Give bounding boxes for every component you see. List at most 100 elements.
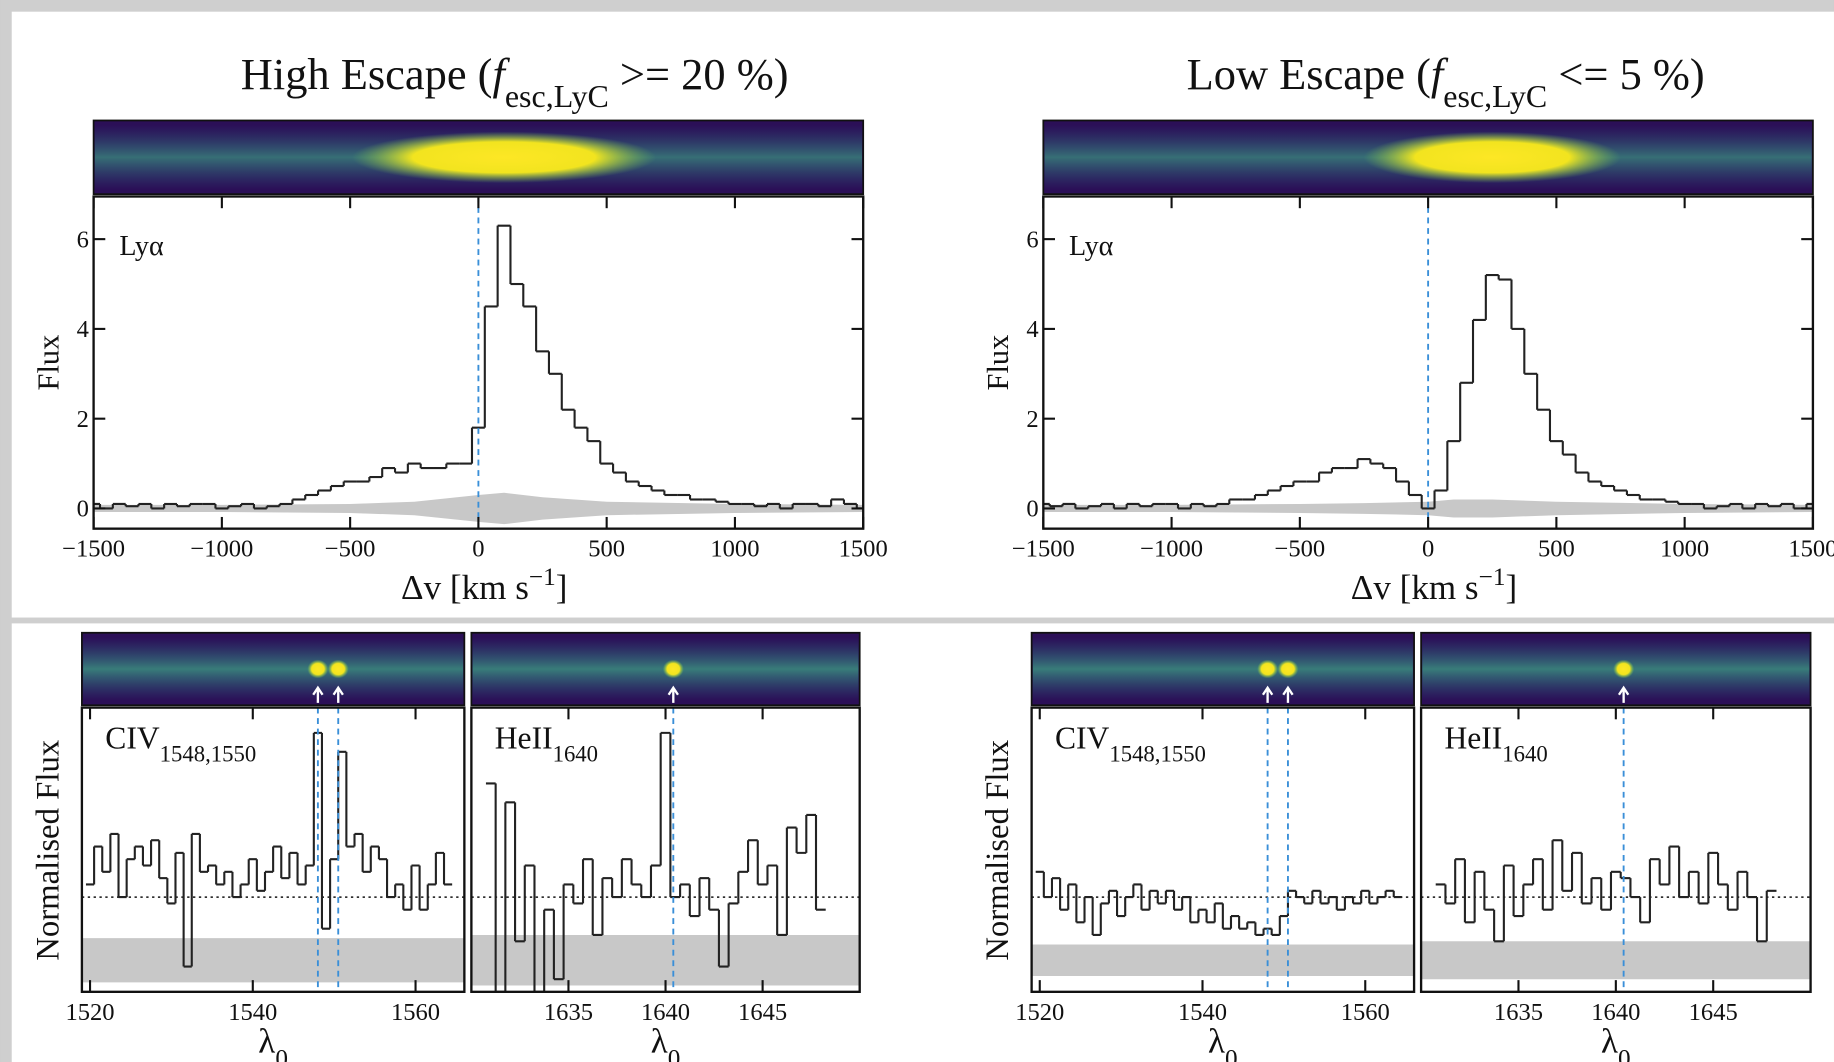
text-part: ] — [1505, 568, 1517, 607]
step-risers — [494, 732, 818, 992]
error-band — [1421, 941, 1811, 980]
text-part: HeII — [495, 721, 553, 756]
x-tick-label: 500 — [1538, 536, 1575, 563]
x-tick-label: −1500 — [1012, 536, 1075, 563]
text-part: −1 — [529, 563, 556, 591]
error-band — [1031, 944, 1415, 977]
rich-text: Δv [km s−1] — [401, 563, 567, 607]
text-part: esc,LyC — [505, 78, 609, 114]
text-part: 0 — [1618, 1045, 1631, 1062]
y-tick-label: 2 — [1026, 406, 1038, 433]
x-tick-label: 1560 — [391, 999, 440, 1026]
text-part: 0 — [668, 1045, 681, 1062]
plot-area — [471, 707, 860, 992]
rich-text: Flux — [32, 335, 66, 391]
line-arrow — [1617, 685, 1630, 703]
y-tick-label: 0 — [1026, 496, 1038, 523]
x-tick-label: 0 — [472, 536, 484, 563]
plot-frame — [1030, 706, 1416, 993]
plot-area — [93, 196, 864, 529]
text-part: λ — [651, 1022, 668, 1061]
plot-area — [81, 707, 465, 992]
rich-text: CIV1548,1550 — [105, 721, 256, 767]
line-arrow — [332, 685, 344, 703]
line-arrow — [1282, 685, 1294, 703]
plot-area — [1043, 196, 1813, 529]
text-part: λ — [1208, 1022, 1225, 1061]
x-tick-label: 1540 — [1178, 999, 1227, 1026]
text-part: λ — [258, 1022, 275, 1061]
rich-text: Lyα — [1069, 231, 1114, 262]
x-tick-label: 1640 — [641, 999, 690, 1026]
plot-area — [1421, 707, 1811, 992]
rich-text: High Escape (fesc,LyC >= 20 %) — [241, 49, 789, 114]
text-part: λ — [1601, 1022, 1618, 1061]
rich-text: HeII1640 — [495, 721, 598, 767]
strip-trace — [83, 637, 464, 701]
error-band — [81, 938, 465, 983]
x-tick-label: 500 — [588, 536, 625, 563]
text-part: 1548,1550 — [1109, 741, 1206, 766]
x-tick-label: 1560 — [1341, 999, 1390, 1026]
text-part: esc,LyC — [1443, 78, 1547, 114]
text-part: 0 — [1225, 1045, 1238, 1062]
rich-text: Low Escape (fesc,LyC <= 5 %) — [1187, 49, 1705, 114]
rich-text: HeII1640 — [1444, 721, 1547, 767]
x-tick-label: −1500 — [62, 536, 125, 563]
x-tick-label: 1500 — [1788, 536, 1834, 563]
x-tick-label: 1000 — [1660, 536, 1709, 563]
text-part: <= 5 %) — [1547, 49, 1704, 99]
rich-text: Normalised Flux — [980, 740, 1016, 961]
text-part: ] — [556, 568, 568, 607]
strip-spot — [307, 659, 329, 679]
rich-text: λ0 — [258, 1022, 288, 1062]
strip-trace — [1032, 637, 1413, 701]
top-sheet — [11, 11, 1834, 618]
text-part: 1548,1550 — [160, 741, 257, 766]
text-part: CIV — [105, 721, 160, 756]
line-arrow — [667, 685, 679, 703]
y-tick-label: 2 — [77, 406, 89, 433]
step-risers — [1444, 840, 1768, 942]
line-arrow — [1261, 685, 1274, 703]
x-tick-label: 1645 — [738, 999, 787, 1026]
x-tick-label: 1645 — [1689, 999, 1738, 1026]
x-tick-label: 1635 — [1494, 999, 1543, 1026]
strip-spot — [1257, 659, 1279, 679]
strip-emission — [352, 131, 657, 184]
error-band — [471, 934, 860, 986]
strip-spot — [1277, 659, 1299, 679]
x-tick-label: 1520 — [65, 999, 114, 1026]
x-tick-label: 1520 — [1015, 999, 1064, 1026]
rich-text: λ0 — [651, 1022, 681, 1062]
text-part: −1 — [1479, 563, 1506, 591]
y-tick-label: 4 — [1026, 316, 1038, 343]
x-tick-label: −1000 — [190, 536, 253, 563]
strip-emission — [1363, 131, 1621, 184]
strip-spot — [662, 659, 684, 679]
x-tick-label: −1000 — [1140, 536, 1203, 563]
text-part: >= 20 %) — [609, 49, 789, 99]
step-risers — [1042, 871, 1395, 935]
error-band — [93, 492, 864, 525]
strip-spot — [327, 659, 349, 679]
rich-text: Lyα — [119, 231, 164, 262]
x-tick-label: 1500 — [839, 536, 888, 563]
y-tick-label: 4 — [77, 316, 89, 343]
x-tick-label: −500 — [325, 536, 376, 563]
plot-frame — [80, 706, 466, 993]
text-part: 0 — [275, 1045, 288, 1062]
x-tick-label: 1000 — [710, 536, 759, 563]
y-tick-label: 0 — [77, 496, 89, 523]
text-part: 1640 — [553, 741, 598, 766]
x-tick-label: 1640 — [1591, 999, 1640, 1026]
text-part: 1640 — [1502, 741, 1547, 766]
rich-text: Flux — [981, 335, 1015, 391]
line-arrow — [312, 685, 324, 703]
text-part: HeII — [1444, 721, 1502, 756]
plot-area — [1031, 707, 1415, 992]
step-risers — [93, 732, 446, 967]
x-tick-label: 1635 — [544, 999, 593, 1026]
